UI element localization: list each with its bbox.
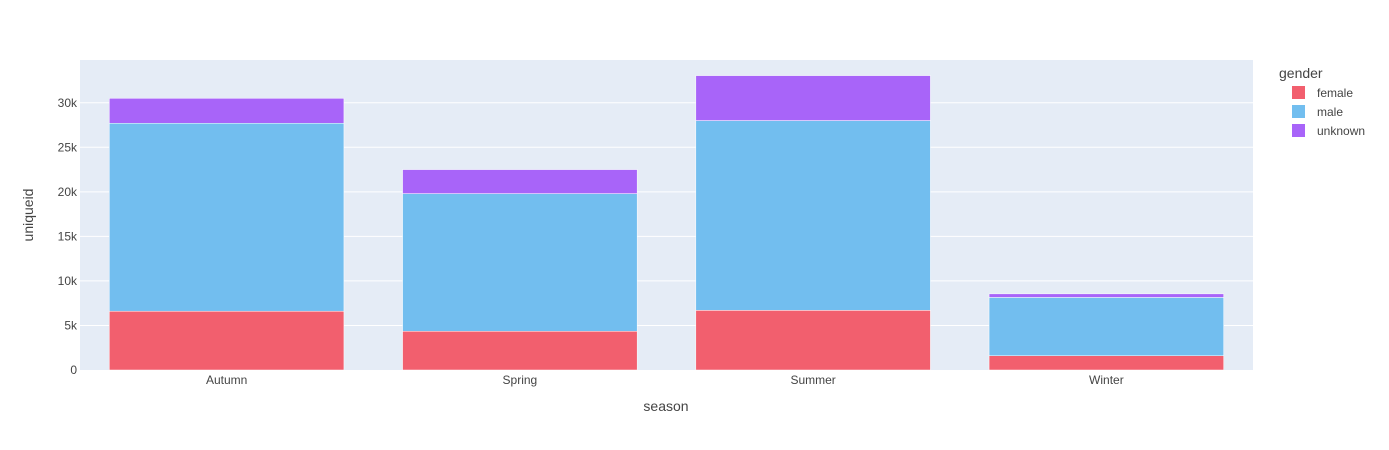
legend-title: gender [1279, 65, 1323, 81]
y-tick-label: 30k [58, 96, 78, 110]
bar-female-winter[interactable] [988, 355, 1224, 371]
y-tick-label: 20k [58, 185, 78, 199]
bars [109, 75, 1224, 371]
y-tick-label: 0 [70, 363, 77, 377]
bar-female-autumn[interactable] [109, 310, 345, 371]
bar-female-summer[interactable] [695, 310, 931, 371]
bar-male-summer[interactable] [695, 120, 931, 311]
x-tick-label: Winter [1089, 373, 1124, 387]
bar-unknown-autumn[interactable] [109, 98, 345, 124]
bar-unknown-spring[interactable] [402, 169, 638, 194]
legend-label-unknown[interactable]: unknown [1317, 124, 1365, 138]
legend-items[interactable]: female male unknown [1292, 86, 1365, 138]
y-tick-label: 10k [58, 274, 78, 288]
legend-label-male[interactable]: male [1317, 105, 1343, 119]
y-axis-title: uniqueid [20, 189, 36, 242]
x-tick-label: Spring [503, 373, 538, 387]
y-tick-label: 15k [58, 229, 78, 243]
bar-male-winter[interactable] [988, 297, 1224, 356]
legend-label-female[interactable]: female [1317, 86, 1353, 100]
bar-unknown-winter[interactable] [988, 293, 1224, 298]
y-axis-ticks: 0 5k 10k 15k 20k 25k 30k [58, 96, 78, 377]
bar-male-autumn[interactable] [109, 122, 345, 312]
x-tick-label: Autumn [206, 373, 247, 387]
x-tick-label: Summer [790, 373, 835, 387]
legend[interactable]: gender female male unknown [1279, 65, 1365, 138]
legend-swatch-unknown[interactable] [1292, 124, 1305, 137]
y-tick-label: 5k [64, 318, 78, 332]
x-axis-title: season [643, 398, 688, 414]
legend-swatch-female[interactable] [1292, 86, 1305, 99]
x-axis-ticks: Autumn Spring Summer Winter [206, 373, 1124, 387]
bar-unknown-summer[interactable] [695, 75, 931, 121]
y-tick-label: 25k [58, 140, 78, 154]
bar-female-spring[interactable] [402, 331, 638, 371]
bar-male-spring[interactable] [402, 193, 638, 332]
legend-swatch-male[interactable] [1292, 105, 1305, 118]
